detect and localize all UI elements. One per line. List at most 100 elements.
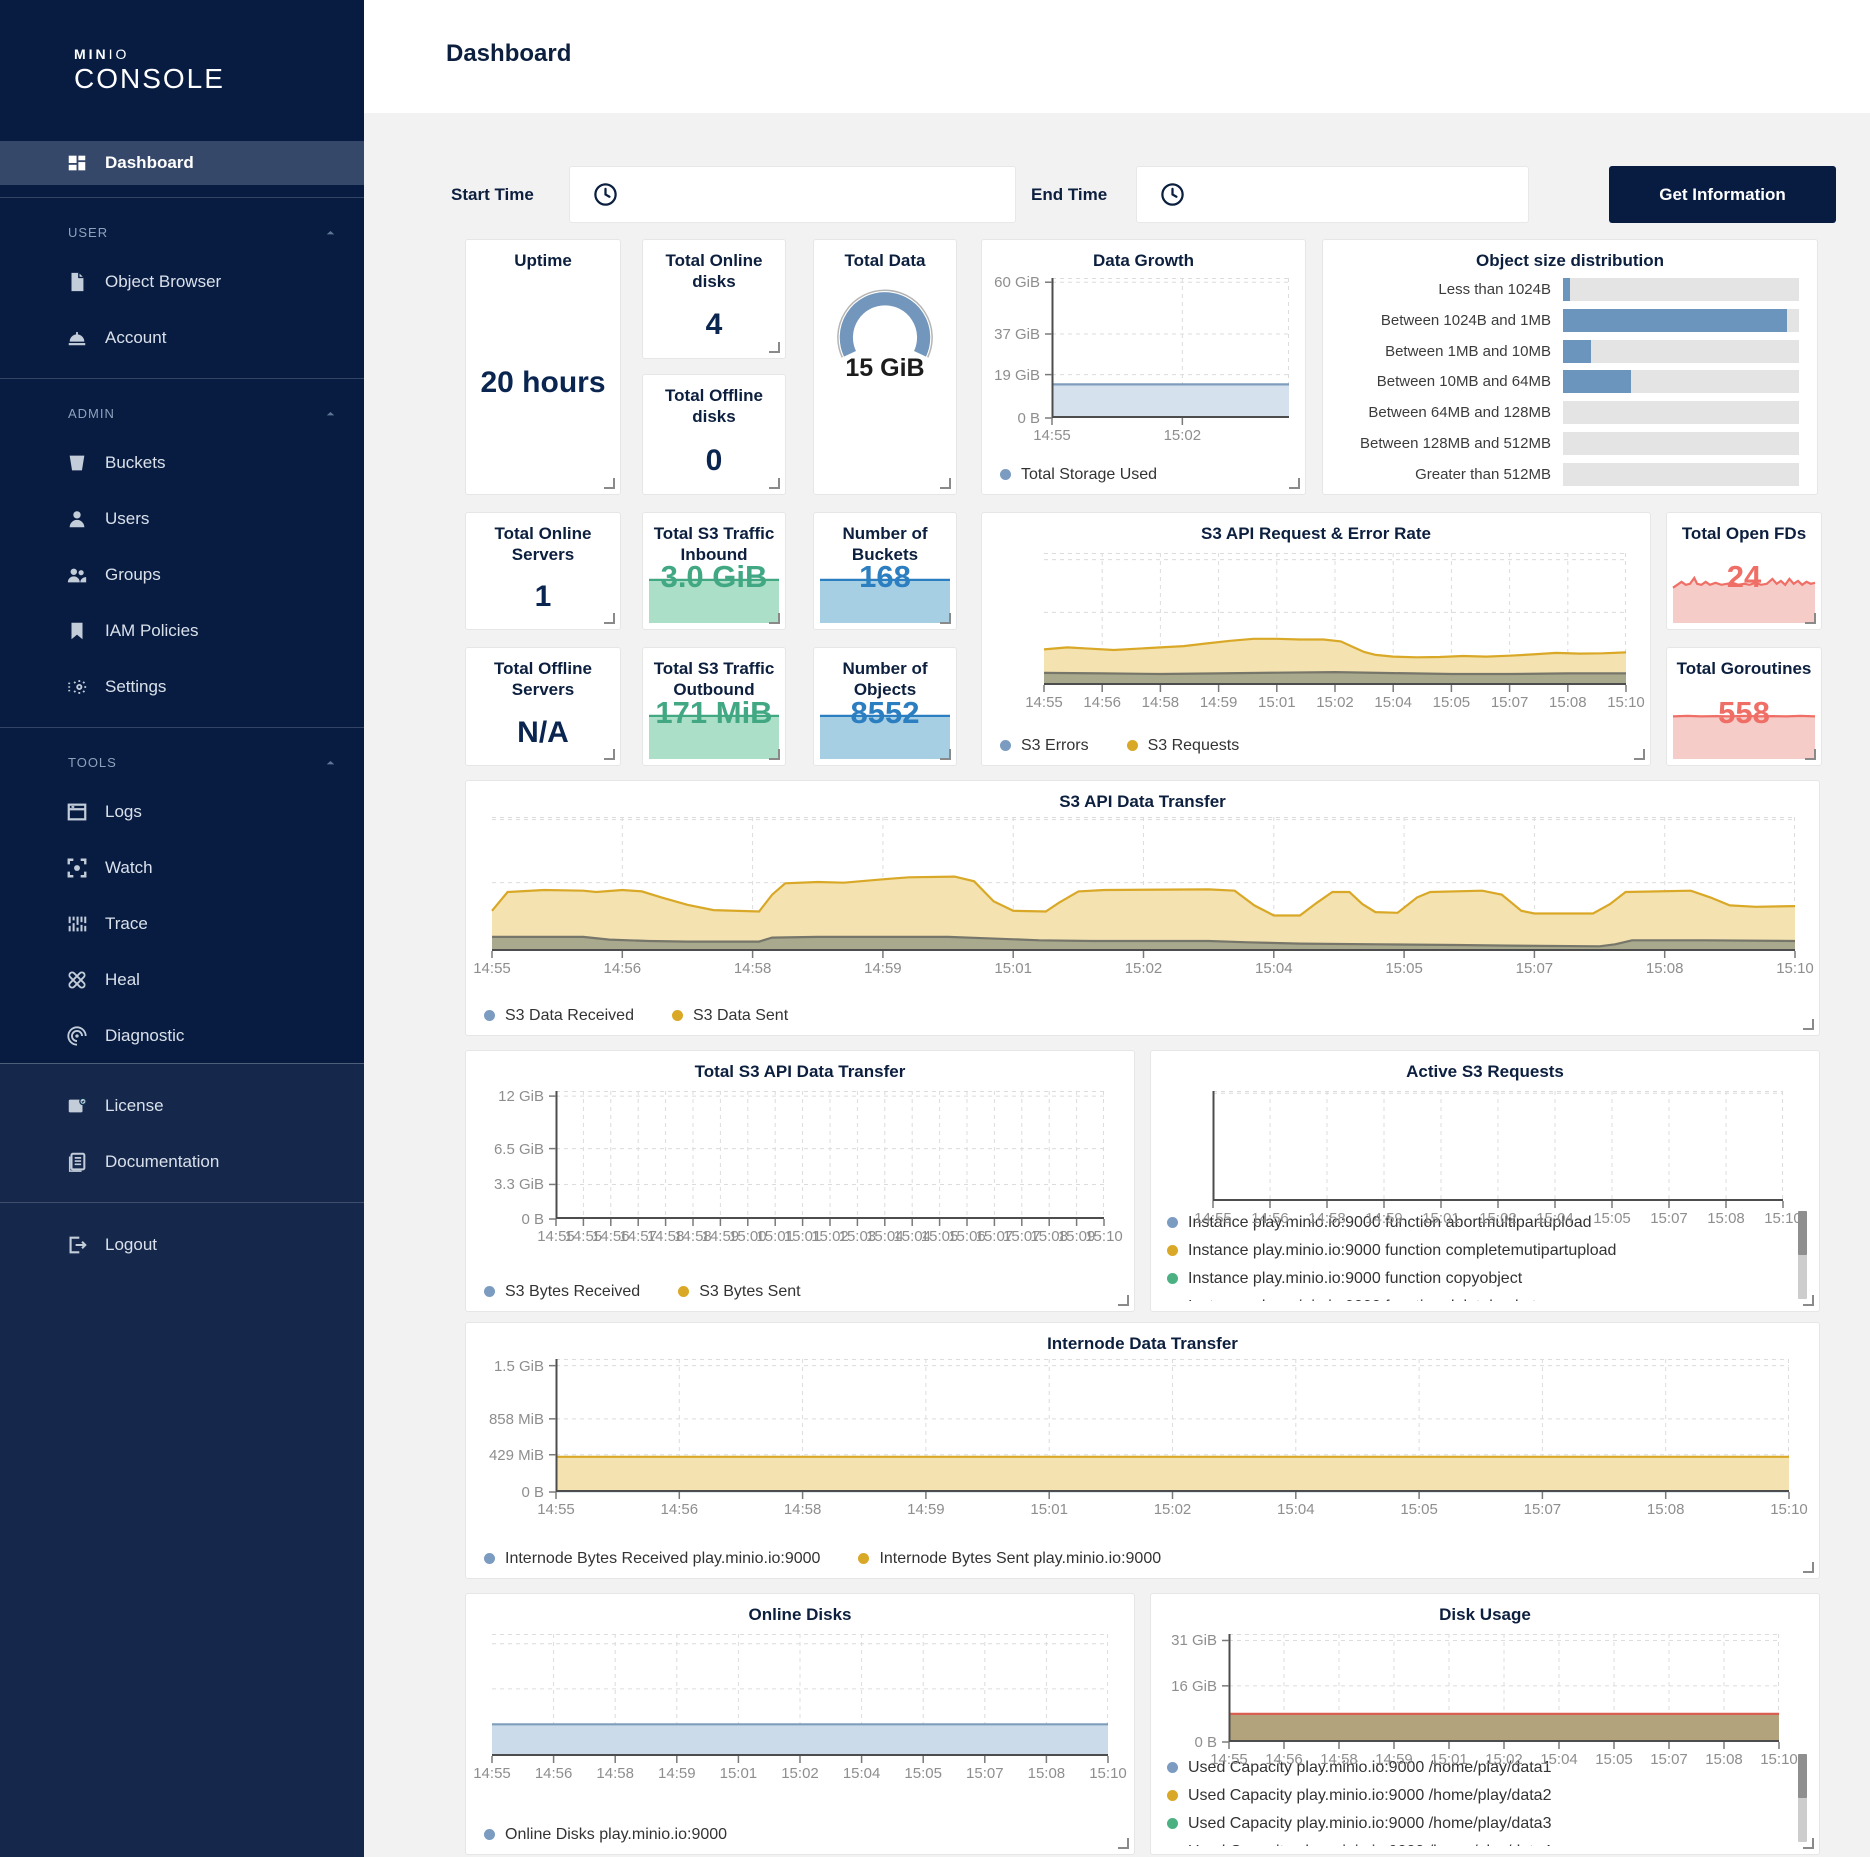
sidebar-item-account[interactable]: Account	[0, 310, 364, 366]
sidebar-item-heal[interactable]: Heal	[0, 952, 364, 1008]
legend: Online Disks play.minio.io:9000	[484, 1826, 727, 1844]
sidebar-item-watch[interactable]: Watch	[0, 840, 364, 896]
legend-dot-icon	[1167, 1217, 1178, 1228]
sidebar-item-trace[interactable]: Trace	[0, 896, 364, 952]
sidebar-section-user[interactable]: USER	[0, 212, 364, 254]
chart-title: Active S3 Requests	[1406, 1062, 1564, 1081]
legend-dot-icon	[1167, 1818, 1178, 1829]
inbound-sparkline	[649, 574, 779, 624]
section-label: USER	[68, 225, 109, 240]
resize-handle[interactable]	[1803, 1295, 1814, 1306]
legend-item: Internode Bytes Sent play.minio.io:9000	[858, 1550, 1161, 1568]
sidebar-item-buckets[interactable]: Buckets	[0, 435, 364, 491]
resize-handle[interactable]	[940, 749, 951, 760]
legend: S3 Bytes Received S3 Bytes Sent	[484, 1283, 801, 1301]
sidebar-section-tools[interactable]: TOOLS	[0, 742, 364, 784]
resize-handle[interactable]	[604, 749, 615, 760]
buckets-sparkline	[820, 574, 950, 624]
legend-scrollbar[interactable]	[1798, 1211, 1807, 1299]
card-title: Total S3 Traffic Outbound	[653, 659, 775, 700]
scrollbar-thumb[interactable]	[1798, 1211, 1807, 1255]
sidebar-item-logout[interactable]: Logout	[0, 1217, 364, 1273]
sidebar-item-groups[interactable]: Groups	[0, 547, 364, 603]
minio-brand: MINIO	[74, 46, 130, 62]
number-of-buckets-value: 168	[859, 559, 911, 594]
legend-dot-icon	[1167, 1273, 1178, 1284]
legend-label: S3 Bytes Sent	[699, 1283, 801, 1300]
start-time-field[interactable]	[634, 168, 1005, 221]
legend-dot-icon	[1167, 1790, 1178, 1801]
x-tick-label: 15:01	[719, 1765, 758, 1782]
sidebar-item-iam-policies[interactable]: IAM Policies	[0, 603, 364, 659]
end-time-field[interactable]	[1201, 168, 1518, 221]
data-growth-plot	[1045, 278, 1289, 425]
legend-label: Internode Bytes Received play.minio.io:9…	[505, 1550, 821, 1567]
end-time-input[interactable]	[1136, 166, 1529, 223]
x-tick-label: 15:02	[781, 1765, 819, 1782]
sidebar-section-admin[interactable]: ADMIN	[0, 393, 364, 435]
request-error-plot	[1043, 553, 1627, 692]
y-tick-label: 37 GiB	[994, 326, 1040, 343]
resize-handle[interactable]	[769, 749, 780, 760]
resize-handle[interactable]	[940, 613, 951, 624]
size-bucket-label: Less than 1024B	[1438, 281, 1551, 298]
online-disks-plot	[491, 1634, 1109, 1763]
legend-dot-icon	[484, 1553, 495, 1564]
sidebar-item-diagnostic[interactable]: Diagnostic	[0, 1008, 364, 1064]
legend-item: Used Capacity play.minio.io:9000 /home/p…	[1167, 1782, 1771, 1810]
total-offline-servers-value: N/A	[517, 715, 569, 749]
legend-scrollbar[interactable]	[1798, 1754, 1807, 1842]
resize-handle[interactable]	[1805, 613, 1816, 624]
legend-item: S3 Requests	[1126, 737, 1239, 755]
sidebar-item-settings[interactable]: Settings	[0, 659, 364, 715]
legend-item: S3 Bytes Received	[484, 1283, 640, 1301]
resize-handle[interactable]	[1118, 1295, 1129, 1306]
get-information-button[interactable]: Get Information	[1609, 166, 1836, 223]
start-time-input[interactable]	[569, 166, 1016, 223]
resize-handle[interactable]	[1634, 749, 1645, 760]
resize-handle[interactable]	[604, 613, 615, 624]
resize-handle[interactable]	[1803, 1562, 1814, 1573]
x-tick-label: 15:08	[1645, 960, 1684, 977]
scrollbar-thumb[interactable]	[1798, 1754, 1807, 1798]
sidebar-item-license[interactable]: License	[0, 1078, 364, 1134]
number-of-objects-card: Number of Objects 8552	[813, 647, 957, 766]
x-tick-label: 15:06	[948, 1228, 986, 1245]
resize-handle[interactable]	[940, 478, 951, 489]
resize-handle[interactable]	[1803, 1838, 1814, 1849]
size-distribution-row: Between 64MB and 128MB	[1339, 401, 1799, 425]
sidebar-item-label: Account	[105, 328, 167, 347]
x-tick-label: 15:05	[1385, 960, 1423, 977]
resize-handle[interactable]	[1805, 749, 1816, 760]
y-tick-label: 858 MiB	[488, 1410, 544, 1428]
chart-title: Disk Usage	[1439, 1605, 1531, 1624]
sidebar-item-users[interactable]: Users	[0, 491, 364, 547]
resize-handle[interactable]	[769, 613, 780, 624]
sidebar: MINIO CONSOLE Dashboard USER Object Browse…	[0, 0, 364, 1857]
sidebar-item-label: Logout	[105, 1235, 157, 1254]
resize-handle[interactable]	[1118, 1838, 1129, 1849]
sidebar-item-label: Settings	[105, 677, 167, 696]
x-tick-label: 15:02	[1316, 694, 1354, 711]
resize-handle[interactable]	[604, 478, 615, 489]
total-online-servers-card: Total Online Servers 1	[465, 512, 621, 630]
section-label: ADMIN	[68, 406, 115, 421]
x-tick-label: 14:59	[658, 1765, 696, 1782]
x-tick-label: 14:56	[592, 1228, 630, 1245]
x-tick-label: 14:55	[473, 1765, 511, 1782]
size-distribution-row: Greater than 512MB	[1339, 462, 1799, 486]
resize-handle[interactable]	[1803, 1019, 1814, 1030]
sidebar-item-logs[interactable]: Logs	[0, 784, 364, 840]
x-tick-label: 15:04	[866, 1228, 904, 1245]
total-offline-disks-value: 0	[705, 443, 723, 477]
legend-item: S3 Data Sent	[671, 1007, 788, 1025]
resize-handle[interactable]	[769, 342, 780, 353]
legend-label: Internode Bytes Sent play.minio.io:9000	[879, 1550, 1162, 1567]
bookmark-icon	[66, 620, 88, 642]
resize-handle[interactable]	[769, 478, 780, 489]
sidebar-item-dashboard[interactable]: Dashboard	[0, 141, 364, 185]
sidebar-item-documentation[interactable]: Documentation	[0, 1134, 364, 1190]
resize-handle[interactable]	[1289, 478, 1300, 489]
sidebar-item-object-browser[interactable]: Object Browser	[0, 254, 364, 310]
logs-icon	[66, 801, 88, 823]
